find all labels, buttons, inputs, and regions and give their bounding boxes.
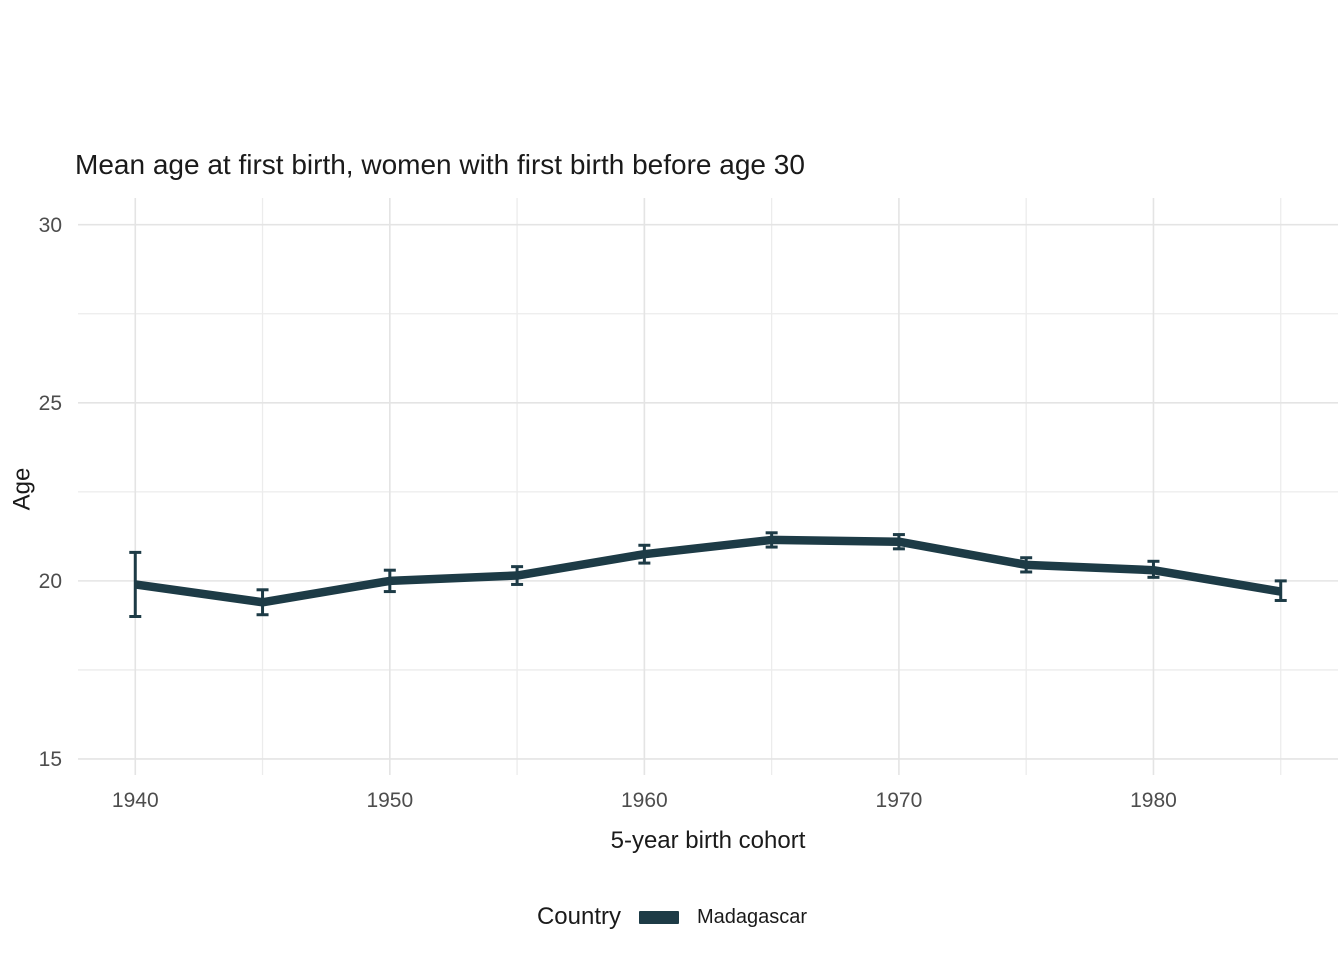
- series-madagascar: [129, 531, 1287, 619]
- x-tick-label: 1940: [111, 789, 159, 812]
- x-tick-label: 1970: [875, 789, 923, 812]
- y-axis-title: Age: [8, 467, 36, 511]
- y-tick-label: 20: [38, 569, 62, 593]
- y-tick-label: 30: [38, 213, 62, 237]
- legend-key-swatch: [638, 910, 679, 924]
- legend-item-label: Madagascar: [696, 905, 808, 928]
- line-chart: [78, 198, 1338, 775]
- legend-title: Country: [536, 903, 621, 930]
- x-tick-label: 1960: [621, 789, 668, 812]
- x-axis-title: 5-year birth cohort: [610, 827, 806, 854]
- x-tick-label: 1980: [1130, 789, 1177, 812]
- legend: Country Madagascar: [0, 903, 1344, 931]
- data-line: [134, 535, 1282, 607]
- x-tick-label: 1950: [366, 789, 414, 812]
- chart-title: Mean age at first birth, women with firs…: [75, 149, 805, 180]
- y-tick-label: 15: [38, 747, 62, 771]
- plot-panel: [78, 198, 1338, 775]
- y-tick-label: 25: [38, 391, 62, 415]
